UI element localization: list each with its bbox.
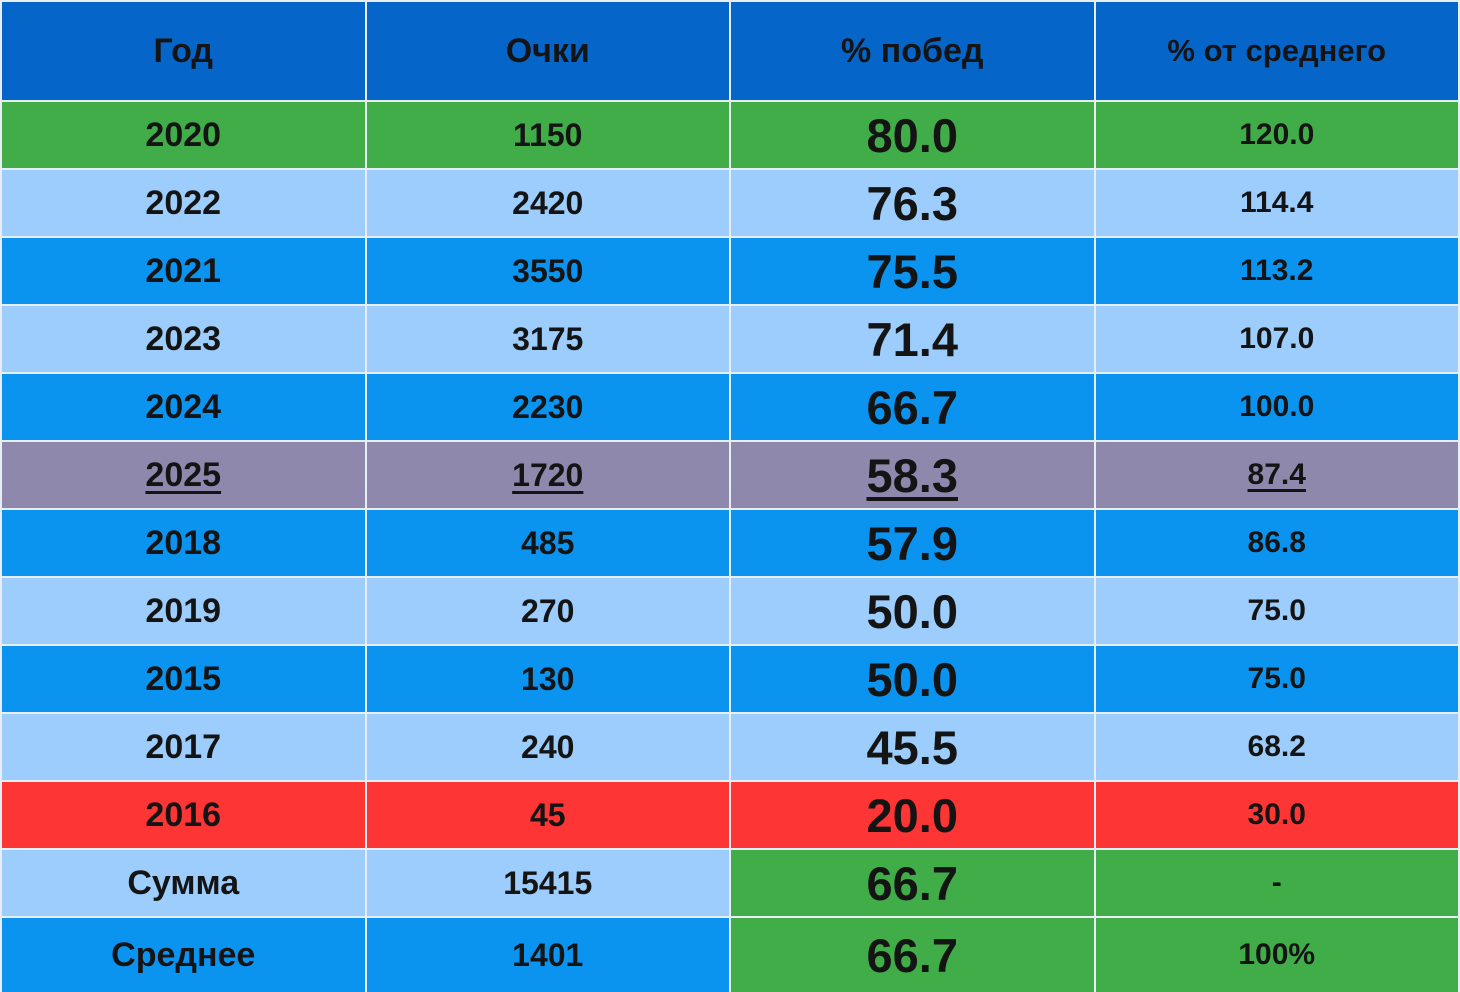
- table-cell: 2024: [0, 372, 367, 442]
- table-cell: 100%: [1093, 916, 1460, 992]
- underlined-text: 87.4: [1247, 458, 1306, 491]
- table-cell: 20.0: [729, 780, 1096, 850]
- table-cell: 2023: [0, 304, 367, 374]
- table-cell: 87.4: [1093, 440, 1460, 510]
- table-row: 2024 2230 66.7 100.0: [0, 372, 1460, 442]
- table-cell: 2020: [0, 100, 367, 170]
- table-cell: 2230: [364, 372, 731, 442]
- table-row: 2017 240 45.5 68.2: [0, 712, 1460, 782]
- table-cell: 2017: [0, 712, 367, 782]
- table-cell: 66.7: [729, 916, 1096, 992]
- table-cell: 100.0: [1093, 372, 1460, 442]
- table-row: 2025 1720 58.3 87.4: [0, 440, 1460, 510]
- table-cell: 240: [364, 712, 731, 782]
- underlined-text: 2025: [145, 455, 222, 494]
- table-cell: 1401: [364, 916, 731, 992]
- table-cell: 130: [364, 644, 731, 714]
- table-row: 2015 130 50.0 75.0: [0, 644, 1460, 714]
- table-cell: 114.4: [1093, 168, 1460, 238]
- table-body: 2020 1150 80.0 120.0 2022 2420 76.3 114.4 2021 35…: [0, 100, 1460, 992]
- header-cell: % от среднего: [1093, 0, 1460, 102]
- header-cell: % побед: [729, 0, 1096, 102]
- table-cell: Среднее: [0, 916, 367, 992]
- header-row: Год Очки% побед% от среднего: [0, 0, 1460, 102]
- table-row: Сумма 15415 66.7-: [0, 848, 1460, 918]
- table-cell: 57.9: [729, 508, 1096, 578]
- table-cell: 107.0: [1093, 304, 1460, 374]
- table-cell: 66.7: [729, 848, 1096, 918]
- table-cell: 45.5: [729, 712, 1096, 782]
- table-cell: 50.0: [729, 576, 1096, 646]
- table-row: 2020 1150 80.0 120.0: [0, 100, 1460, 170]
- table-row: 2019 270 50.0 75.0: [0, 576, 1460, 646]
- table-row: Среднее 1401 66.7 100%: [0, 916, 1460, 992]
- table-cell: 270: [364, 576, 731, 646]
- table-cell: 75.5: [729, 236, 1096, 306]
- table-cell: 75.0: [1093, 644, 1460, 714]
- underlined-text: 58.3: [866, 448, 958, 502]
- header-cell: Очки: [364, 0, 731, 102]
- table-cell: 1720: [364, 440, 731, 510]
- table-cell: 58.3: [729, 440, 1096, 510]
- table-cell: 80.0: [729, 100, 1096, 170]
- table-row: 2018 485 57.9 86.8: [0, 508, 1460, 578]
- table-cell: 120.0: [1093, 100, 1460, 170]
- table-cell: 71.4: [729, 304, 1096, 374]
- table-cell: 2015: [0, 644, 367, 714]
- table-row: 2021 3550 75.5 113.2: [0, 236, 1460, 306]
- table-cell: Сумма: [0, 848, 367, 918]
- table-row: 2022 2420 76.3 114.4: [0, 168, 1460, 238]
- table-cell: 3175: [364, 304, 731, 374]
- table-cell: -: [1093, 848, 1460, 918]
- table-cell: 2016: [0, 780, 367, 850]
- table-cell: 45: [364, 780, 731, 850]
- table-cell: 76.3: [729, 168, 1096, 238]
- table-cell: 66.7: [729, 372, 1096, 442]
- table-cell: 30.0: [1093, 780, 1460, 850]
- table-cell: 113.2: [1093, 236, 1460, 306]
- table-row: 2016 45 20.0 30.0: [0, 780, 1460, 850]
- table-cell: 50.0: [729, 644, 1096, 714]
- underlined-text: 1720: [512, 456, 584, 493]
- table-cell: 75.0: [1093, 576, 1460, 646]
- table-cell: 2025: [0, 440, 367, 510]
- table-cell: 86.8: [1093, 508, 1460, 578]
- table-cell: 2420: [364, 168, 731, 238]
- header-cell: Год: [0, 0, 367, 102]
- table-cell: 2019: [0, 576, 367, 646]
- table-cell: 2018: [0, 508, 367, 578]
- table-cell: 2022: [0, 168, 367, 238]
- table-row: 2023 3175 71.4 107.0: [0, 304, 1460, 374]
- table-cell: 1150: [364, 100, 731, 170]
- table-cell: 15415: [364, 848, 731, 918]
- table-cell: 68.2: [1093, 712, 1460, 782]
- table-cell: 3550: [364, 236, 731, 306]
- table-cell: 485: [364, 508, 731, 578]
- table-header: Год Очки% побед% от среднего: [0, 0, 1460, 102]
- table-cell: 2021: [0, 236, 367, 306]
